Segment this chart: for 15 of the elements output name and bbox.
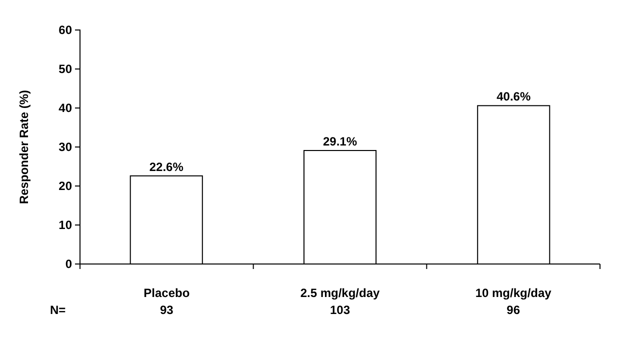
y-tick-label: 10: [58, 218, 72, 232]
y-axis-title: Responder Rate (%): [17, 90, 31, 204]
data-label: 40.6%: [496, 90, 531, 104]
data-label: 22.6%: [149, 160, 184, 174]
y-tick-label: 50: [58, 62, 72, 76]
y-tick-label: 60: [58, 22, 72, 37]
x-tick-label: 2.5 mg/kg/day 103: [300, 286, 380, 317]
data-label: 29.1%: [322, 134, 358, 149]
y-tick-label: 40: [58, 100, 72, 115]
y-tick-label: 20: [58, 178, 72, 193]
y-tick-label: 0: [65, 256, 72, 271]
text: N=: [50, 303, 66, 317]
x-tick-label: Placebo 93: [144, 286, 190, 317]
x-tick-label: 10 mg/kg/day 96: [475, 286, 552, 317]
y-tick-label: 30: [58, 140, 72, 154]
